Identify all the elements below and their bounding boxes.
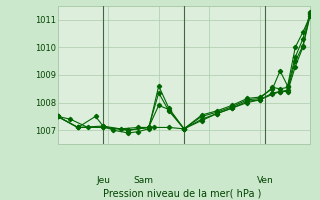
Text: Jeu: Jeu bbox=[96, 176, 110, 185]
Text: Ven: Ven bbox=[257, 176, 273, 185]
Text: Sam: Sam bbox=[133, 176, 154, 185]
Text: Pression niveau de la mer( hPa ): Pression niveau de la mer( hPa ) bbox=[103, 188, 261, 198]
